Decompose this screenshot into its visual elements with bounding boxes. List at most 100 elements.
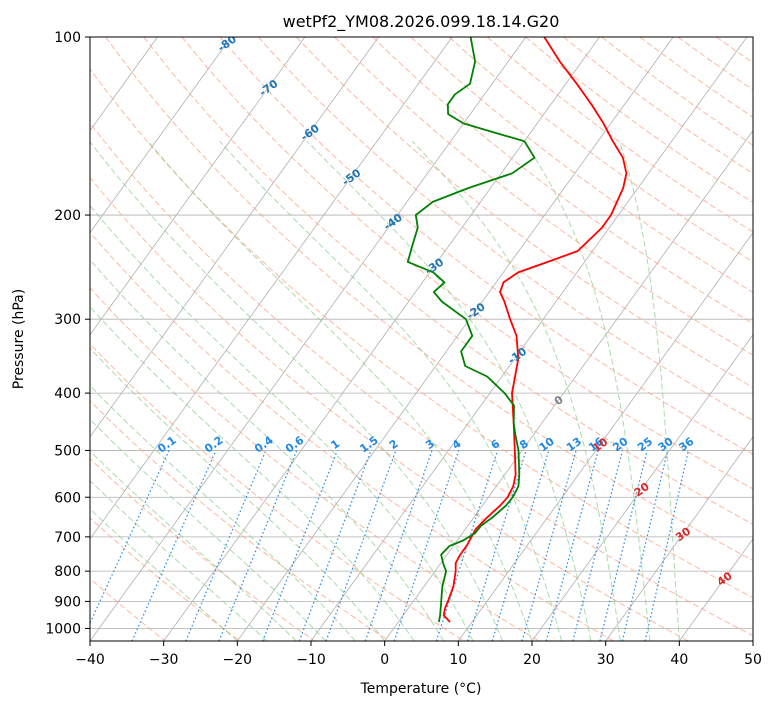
isotherm-line: [90, 37, 527, 641]
moist-adiabat: [90, 141, 503, 641]
moist-adiabat: [90, 384, 356, 641]
x-tick-label: 10: [449, 652, 467, 668]
mixing-ratio-line: [262, 450, 338, 641]
isotherm-line: [605, 436, 753, 641]
mixing-ratio-label: 10: [537, 435, 557, 455]
mixing-ratio-label: 0.2: [202, 434, 225, 456]
moist-adiabat: [619, 141, 680, 641]
mixing-ratio-line: [572, 450, 624, 641]
mixing-ratio-line: [364, 450, 433, 641]
axes: −40 −30 −20 −10 0 10 20 30 40 5010020030040050060…: [45, 30, 762, 668]
mixing-ratio-label: 25: [635, 435, 655, 455]
dry-adiabat: [410, 37, 753, 293]
dry-adiabat: [90, 287, 540, 641]
y-tick-label: 600: [54, 490, 81, 506]
x-tick-label: −10: [296, 652, 326, 668]
moist-adiabat: [147, 140, 533, 641]
x-tick-label: 30: [597, 652, 615, 668]
mixing-ratio-line: [521, 450, 577, 641]
x-tick-label: −40: [75, 652, 105, 668]
y-tick-label: 400: [54, 386, 81, 402]
line-labels: 0.10.20.40.611.52346810131620253036-100-…: [155, 0, 735, 589]
isotherm-label: 40: [715, 569, 735, 589]
dry-adiabat: [90, 231, 614, 641]
dry-adiabat: [334, 37, 753, 356]
moist-adiabat: [411, 140, 621, 641]
mixing-ratio-line: [393, 450, 460, 641]
x-tick-label: 20: [523, 652, 541, 668]
y-tick-label: 700: [54, 530, 81, 546]
isotherm-line: [531, 334, 753, 641]
dry-adiabat: [715, 37, 753, 64]
isotherm-line: [679, 538, 753, 641]
y-tick-label: 200: [54, 208, 81, 224]
isotherm-label: -50: [340, 166, 364, 188]
x-axis-label: Temperature (°C): [360, 681, 482, 697]
dry-adiabat: [257, 37, 753, 422]
isotherm-line: [90, 37, 379, 438]
x-tick-label: −20: [223, 652, 253, 668]
mixing-ratio-label: 1.5: [357, 434, 380, 456]
mixing-ratio-line: [644, 450, 690, 641]
x-tick-label: 50: [744, 652, 762, 668]
mixing-ratio-label: 4: [450, 437, 464, 452]
dry-adiabat: [563, 37, 753, 175]
y-axis-label: Pressure (hPa): [11, 289, 27, 389]
isotherm-label: -70: [257, 77, 281, 99]
dry-adiabat: [143, 37, 753, 525]
isotherm-line: [458, 231, 753, 641]
mixing-ratio-line: [621, 450, 669, 641]
dry-adiabat: [219, 37, 753, 455]
mixing-ratio-label: 30: [656, 435, 676, 455]
mixing-ratio-line: [466, 450, 527, 641]
mixing-ratio-label: 36: [676, 435, 696, 455]
moist-adiabat: [523, 140, 651, 641]
mixing-ratio-label: 2: [387, 437, 401, 452]
isotherm-line: [0, 37, 10, 641]
mixing-ratio-line: [599, 450, 648, 641]
y-tick-label: 800: [54, 564, 81, 580]
dry-adiabat: [90, 458, 315, 641]
moist-adiabat: [90, 306, 415, 641]
dry-adiabat: [105, 37, 753, 562]
moist-adiabat: [90, 347, 386, 641]
mixing-ratio-label: 0.6: [283, 433, 307, 455]
dry-adiabat: [181, 37, 753, 490]
moist-adiabat: [90, 480, 268, 641]
mixing-ratio-line: [545, 450, 599, 641]
dry-adiabat: [296, 37, 753, 389]
dry-adiabat: [90, 122, 753, 637]
moist-adiabat: [219, 140, 562, 641]
isotherm-label: 30: [673, 524, 693, 544]
dry-adiabat: [525, 37, 753, 204]
moist-adiabat: [90, 418, 327, 641]
moist-adiabat: [90, 259, 445, 641]
isotherm-label: -90: [174, 0, 198, 10]
moist-adiabat: [90, 450, 297, 641]
moist-adiabat: [90, 204, 474, 641]
dry-adiabat: [754, 37, 775, 641]
y-tick-label: 100: [54, 30, 81, 46]
mixing-ratio-line: [90, 450, 170, 625]
dry-adiabat: [639, 37, 753, 118]
y-tick-label: 900: [54, 594, 81, 610]
y-tick-label: 500: [54, 443, 81, 459]
dry-adiabat: [90, 517, 241, 641]
isotherm-line: [237, 37, 674, 641]
mixing-ratio-label: 0.4: [252, 433, 276, 455]
mixing-ratio-line: [325, 450, 397, 641]
isotherm-line: [163, 37, 600, 641]
mixing-ratio-label: 6: [489, 437, 503, 452]
isotherm-line: [90, 37, 232, 234]
profiles: [406, 37, 628, 623]
isotherm-label: -10: [506, 345, 530, 367]
x-tick-label: −30: [149, 652, 179, 668]
y-tick-label: 300: [54, 312, 81, 328]
isotherm-label: -40: [381, 211, 405, 233]
y-tick-label: 1000: [45, 621, 81, 637]
isotherm-line: [752, 640, 753, 641]
isotherm-line: [384, 129, 753, 641]
temperature-profile: [442, 37, 628, 623]
background-lines: [0, 37, 775, 641]
